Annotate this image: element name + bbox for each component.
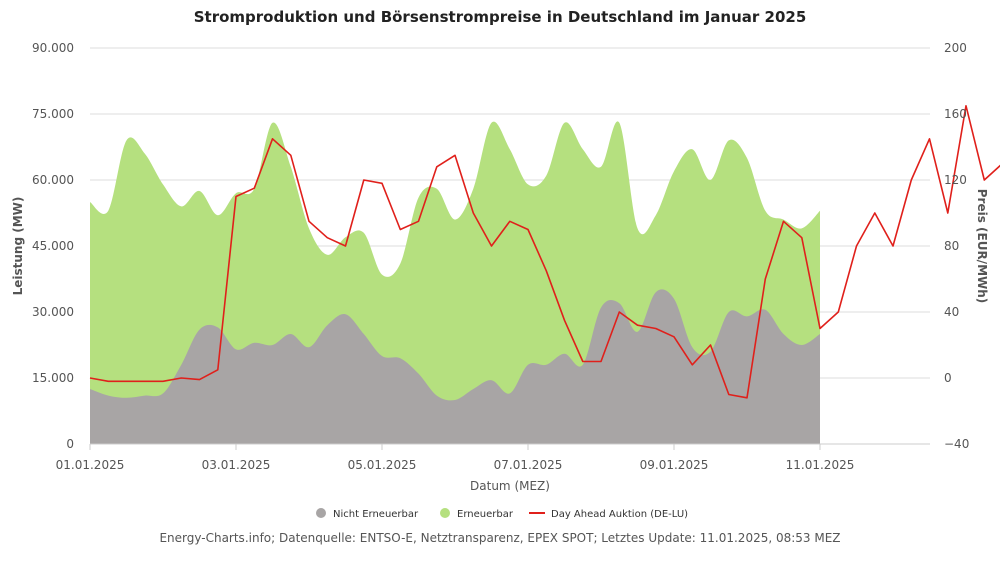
line-series-group	[89, 105, 1000, 399]
line-day-ahead	[89, 105, 1000, 399]
x-axis-title: Datum (MEZ)	[470, 479, 550, 493]
y-tick-label: 75.000	[32, 107, 74, 121]
y2-tick-label: 120	[944, 173, 967, 187]
y2-axis-title: Preis (EUR/MWh)	[975, 189, 989, 304]
legend-swatch-nicht-erneuerbar	[316, 508, 326, 518]
x-tick-label: 09.01.2025	[640, 458, 709, 472]
x-tick-label: 11.01.2025	[786, 458, 855, 472]
y-tick-label: 30.000	[32, 305, 74, 319]
y2-tick-label: 160	[944, 107, 967, 121]
legend-item-nicht-erneuerbar[interactable]: Nicht Erneuerbar	[316, 508, 419, 520]
chart-title: Stromproduktion und Börsenstrompreise in…	[194, 8, 807, 26]
legend-label-erneuerbar: Erneuerbar	[457, 509, 514, 520]
x-tick-label: 01.01.2025	[56, 458, 125, 472]
y2-tick-label: 80	[944, 239, 959, 253]
legend-item-erneuerbar[interactable]: Erneuerbar	[440, 508, 514, 520]
y-tick-label: 45.000	[32, 239, 74, 253]
y2-tick-label: 200	[944, 41, 967, 55]
legend-item-day-ahead[interactable]: Day Ahead Auktion (DE-LU)	[529, 509, 688, 520]
y-tick-label: 90.000	[32, 41, 74, 55]
source-note: Energy-Charts.info; Datenquelle: ENTSO-E…	[159, 531, 840, 545]
area-nicht-erneuerbar	[90, 289, 820, 444]
x-tick-label: 07.01.2025	[494, 458, 563, 472]
right-axis-ticks: −40 0 40 80 120 160 200	[944, 41, 969, 451]
x-tick-label: 03.01.2025	[202, 458, 271, 472]
legend-label-day-ahead: Day Ahead Auktion (DE-LU)	[551, 509, 688, 520]
y2-tick-label: −40	[944, 437, 969, 451]
area-series-group	[90, 121, 820, 445]
x-tick-label: 05.01.2025	[348, 458, 417, 472]
y-tick-label: 15.000	[32, 371, 74, 385]
left-axis-ticks: 0 15.000 30.000 45.000 60.000 75.000 90.000	[32, 41, 74, 451]
y-axis-title: Leistung (MW)	[11, 197, 25, 296]
x-axis-ticks: 01.01.2025 03.01.2025 05.01.2025 07.01.2025…	[56, 444, 855, 472]
y2-tick-label: 40	[944, 305, 959, 319]
legend: Nicht Erneuerbar Erneuerbar Day Ahead Au…	[316, 508, 688, 520]
legend-label-nicht-erneuerbar: Nicht Erneuerbar	[333, 509, 419, 520]
legend-swatch-erneuerbar	[440, 508, 450, 518]
y2-tick-label: 0	[944, 371, 952, 385]
y-tick-label: 0	[66, 437, 74, 451]
y-tick-label: 60.000	[32, 173, 74, 187]
